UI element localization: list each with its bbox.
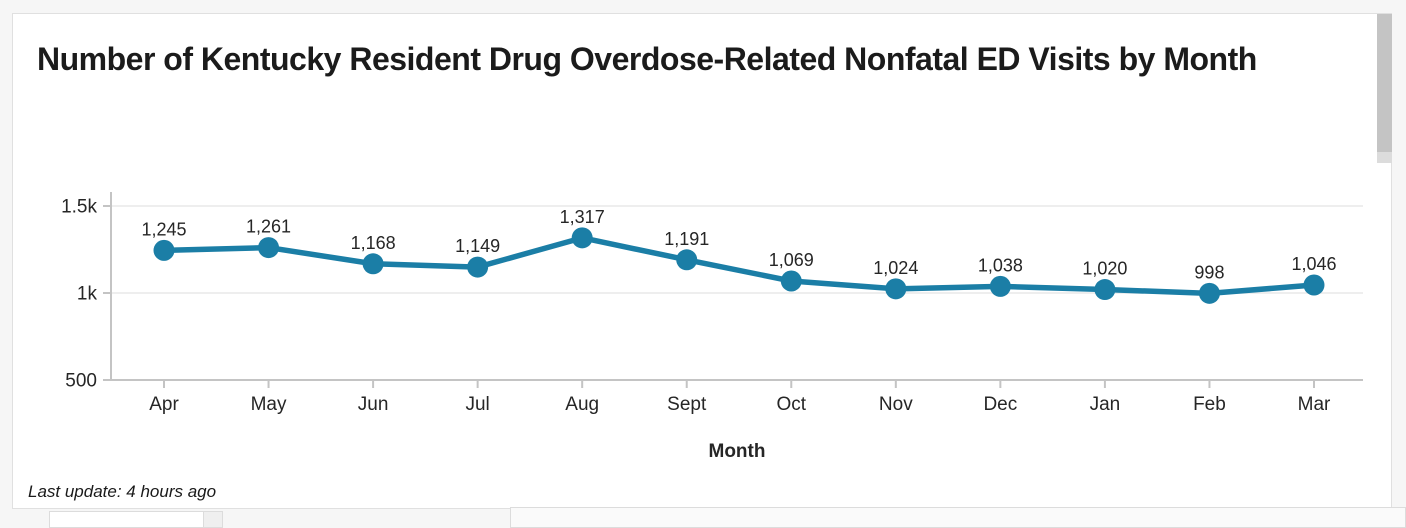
chart-title: Number of Kentucky Resident Drug Overdos… [37, 41, 1257, 77]
last-update-text: Last update: 4 hours ago [28, 482, 217, 501]
partial-panel-small[interactable] [203, 511, 223, 528]
value-label-sept: 1,191 [664, 229, 709, 249]
value-label-mar: 1,046 [1291, 254, 1336, 274]
series-line [161, 235, 1317, 297]
data-point-jun[interactable] [362, 253, 384, 275]
x-axis-title: Month [709, 441, 766, 462]
data-point-oct[interactable] [780, 270, 802, 292]
x-tick-label-may: May [251, 394, 287, 415]
value-label-may: 1,261 [246, 217, 291, 237]
x-tick-label-jan: Jan [1090, 394, 1121, 415]
value-label-aug: 1,317 [560, 207, 605, 227]
y-tick-label: 500 [65, 371, 97, 392]
value-label-dec: 1,038 [978, 255, 1023, 275]
value-label-apr: 1,245 [141, 219, 186, 239]
data-point-dec[interactable] [989, 275, 1011, 297]
data-point-sept[interactable] [676, 249, 698, 271]
partial-panel-left[interactable] [49, 511, 204, 528]
data-point-apr[interactable] [153, 239, 175, 261]
value-label-jan: 1,020 [1082, 259, 1127, 279]
value-label-oct: 1,069 [769, 250, 814, 270]
line-chart[interactable]: 1.5k 1k 500 Apr May Jun Jul Aug Sept Oct Nov Dec Jan… [13, 14, 1393, 510]
data-point-jan[interactable] [1094, 279, 1116, 301]
value-label-feb: 998 [1194, 262, 1224, 282]
value-label-jul: 1,149 [455, 236, 500, 256]
x-tick-label-nov: Nov [879, 394, 913, 415]
x-tick-label-mar: Mar [1298, 394, 1331, 415]
y-tick-label: 1k [77, 284, 98, 305]
scrollbar-track[interactable] [1377, 152, 1392, 163]
data-point-nov[interactable] [885, 278, 907, 300]
x-tick-label-oct: Oct [776, 394, 806, 415]
data-point-aug[interactable] [571, 227, 593, 249]
x-tick-label-sept: Sept [667, 394, 707, 415]
x-tick-label-apr: Apr [149, 394, 179, 415]
value-label-jun: 1,168 [351, 233, 396, 253]
x-tick-label-jul: Jul [465, 394, 489, 415]
x-tick-label-aug: Aug [565, 394, 599, 415]
data-point-mar[interactable] [1303, 274, 1325, 296]
y-tick-label: 1.5k [61, 197, 97, 218]
data-point-may[interactable] [258, 237, 280, 259]
x-tick-label-feb: Feb [1193, 394, 1226, 415]
scrollbar-thumb[interactable] [1377, 14, 1392, 152]
value-label-nov: 1,024 [873, 258, 918, 278]
data-point-feb[interactable] [1198, 282, 1220, 304]
partial-panel-right[interactable] [510, 507, 1406, 528]
x-tick-label-dec: Dec [983, 394, 1017, 415]
chart-card: Number of Kentucky Resident Drug Overdos… [12, 13, 1392, 509]
data-point-jul[interactable] [467, 256, 489, 278]
x-tick-label-jun: Jun [358, 394, 389, 415]
